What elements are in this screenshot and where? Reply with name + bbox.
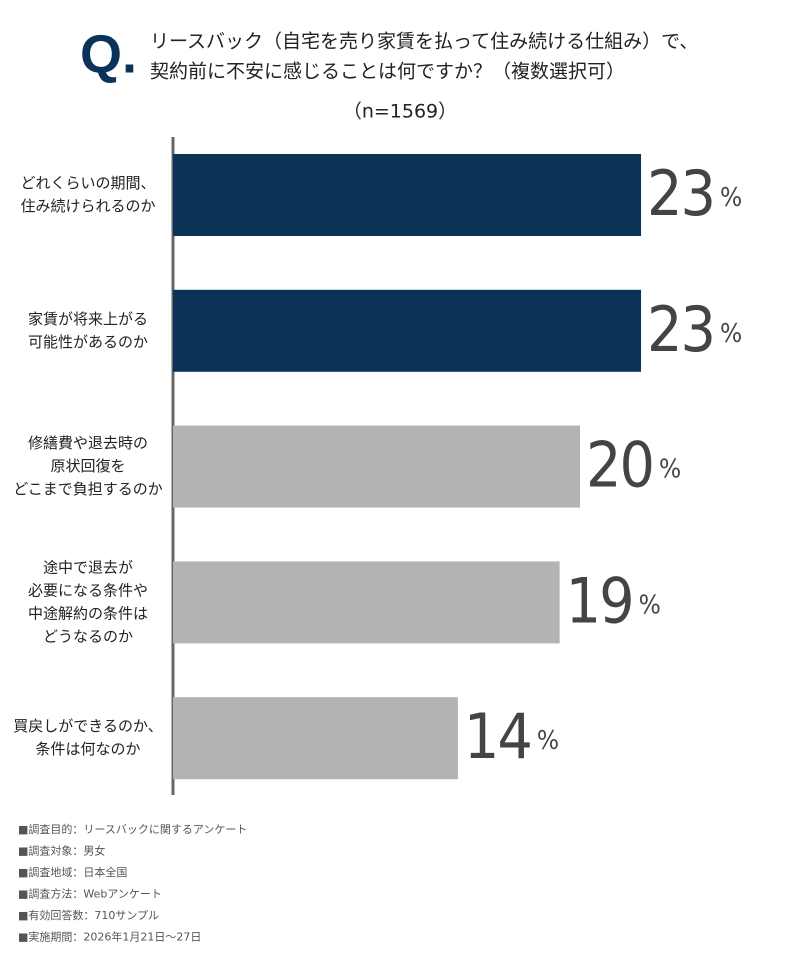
value-label: 19% [566, 564, 661, 637]
y-tick-label: 買戻しができるのか、 [13, 717, 162, 735]
note: ■調査目的：リースバックに関するアンケート [18, 822, 247, 836]
bar [173, 289, 642, 372]
subtitle: （n=1569） [343, 101, 457, 123]
y-tick-label: 中途解約の条件は [28, 604, 148, 622]
question-mark: Q. [80, 24, 137, 84]
value-number: 23 [647, 157, 714, 230]
value-unit: % [720, 183, 742, 213]
y-tick-label: 修繕費や退去時の [28, 434, 148, 452]
bar [173, 697, 458, 780]
value-label: 23% [647, 293, 742, 366]
y-tick-label: 家賃が将来上がる [28, 310, 148, 328]
chart-title: 契約前に不安に感じることは何ですか？（複数選択可） [150, 61, 625, 83]
value-number: 23 [647, 293, 714, 366]
note: ■調査地域：日本全国 [18, 865, 127, 879]
bar [173, 154, 642, 236]
value-label: 20% [586, 429, 681, 502]
chart-title: リースバック（自宅を売り家賃を払って住み続ける仕組み）で、 [150, 31, 698, 53]
value-unit: % [639, 590, 661, 620]
value-label: 23% [647, 157, 742, 230]
y-tick-label: どれくらいの期間、 [20, 174, 155, 192]
y-tick-label: どうなるのか [43, 627, 133, 645]
note: ■実施期間：2026年1月21日～27日 [18, 930, 201, 944]
value-unit: % [659, 454, 681, 484]
value-unit: % [537, 726, 559, 756]
note: ■調査方法：Webアンケート [18, 887, 162, 901]
y-tick-label: どこまで負担するのか [13, 480, 163, 498]
y-tick-label: 住み続けられるのか [20, 197, 155, 215]
note: ■有効回答数：710サンプル [18, 908, 159, 922]
y-tick-label: 原状回復を [50, 457, 125, 475]
y-tick-label: 必要になる条件や [28, 581, 148, 599]
value-number: 20 [586, 429, 653, 502]
bar [173, 561, 560, 644]
bar [173, 425, 580, 508]
value-number: 19 [566, 564, 633, 637]
y-tick-label: 途中で退去が [43, 558, 133, 576]
note: ■調査対象：男女 [18, 844, 105, 858]
y-tick-label: 可能性があるのか [28, 333, 148, 351]
y-tick-label: 条件は何なのか [35, 740, 140, 758]
value-label: 14% [464, 700, 559, 773]
value-unit: % [720, 318, 742, 348]
value-number: 14 [464, 700, 531, 773]
